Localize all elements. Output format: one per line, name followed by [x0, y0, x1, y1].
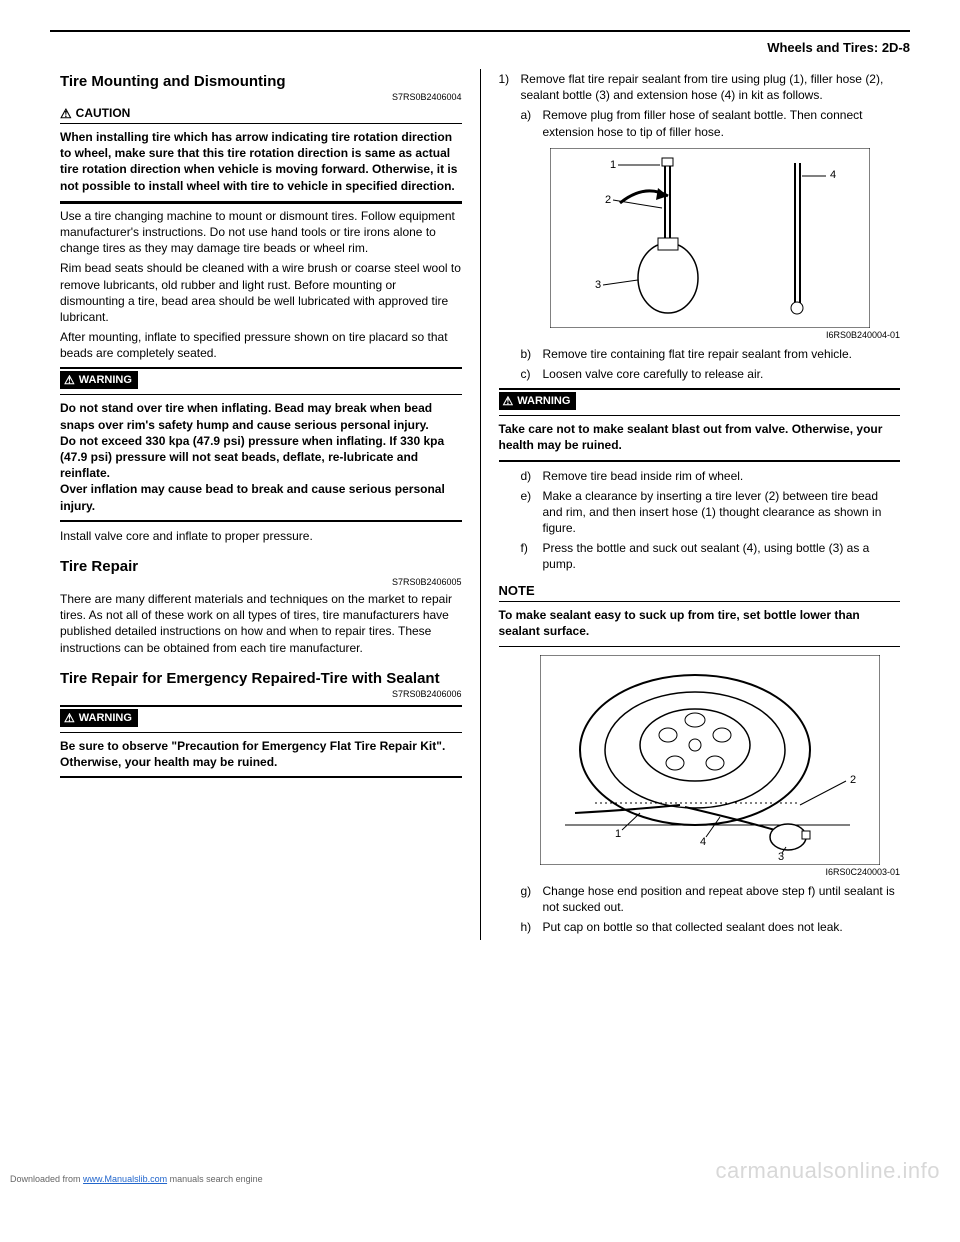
- substep-marker: a): [521, 107, 543, 139]
- warning-block-3: ⚠ WARNING Take care not to make sealant …: [499, 388, 901, 461]
- step-1-text: Remove flat tire repair sealant from tir…: [521, 71, 901, 103]
- warning-badge-1: ⚠ WARNING: [60, 371, 138, 389]
- left-column: Tire Mounting and Dismounting S7RS0B2406…: [50, 69, 481, 940]
- substep-marker: f): [521, 540, 543, 572]
- substep-marker: b): [521, 346, 543, 362]
- warning-body-3: Take care not to make sealant blast out …: [499, 419, 901, 457]
- warning-badge-3: ⚠ WARNING: [499, 392, 577, 410]
- warning-triangle-icon: ⚠: [503, 394, 514, 408]
- substep-h-text: Put cap on bottle so that collected seal…: [543, 919, 901, 935]
- doc-code-1: S7RS0B2406004: [60, 92, 462, 102]
- para-1: Use a tire changing machine to mount or …: [60, 208, 462, 257]
- warning-body-1: Do not stand over tire when inflating. B…: [60, 398, 462, 517]
- footer-prefix: Downloaded from: [10, 1174, 83, 1184]
- step-marker: 1): [499, 71, 521, 103]
- fig1-label-1: 1: [610, 159, 616, 171]
- substep-d: d) Remove tire bead inside rim of wheel.: [521, 468, 901, 484]
- substep-c: c) Loosen valve core carefully to releas…: [521, 366, 901, 382]
- substep-marker: e): [521, 488, 543, 537]
- warning-block-1: ⚠ WARNING Do not stand over tire when in…: [60, 367, 462, 521]
- page-header: Wheels and Tires: 2D-8: [50, 40, 910, 59]
- fig1-code: I6RS0B240004-01: [499, 330, 901, 340]
- para-4: Install valve core and inflate to proper…: [60, 528, 462, 544]
- fig1-label-4: 4: [830, 169, 836, 181]
- rule: [499, 646, 901, 647]
- fig2-label-2: 2: [850, 774, 856, 786]
- substep-g-text: Change hose end position and repeat abov…: [543, 883, 901, 915]
- watermark: carmanualsonline.info: [715, 1158, 940, 1184]
- content-columns: Tire Mounting and Dismounting S7RS0B2406…: [50, 69, 910, 940]
- fig1-label-2: 2: [605, 194, 611, 206]
- warning-label-2: WARNING: [79, 712, 132, 724]
- warning-badge-2: ⚠ WARNING: [60, 709, 138, 727]
- sec2-body: There are many different materials and t…: [60, 591, 462, 656]
- rule: [499, 415, 901, 416]
- figure-tire-svg: 1 2 3 4: [540, 655, 880, 865]
- caution-text: CAUTION: [76, 106, 131, 120]
- page: Wheels and Tires: 2D-8 Tire Mounting and…: [0, 0, 960, 1190]
- footer-suffix: manuals search engine: [167, 1174, 263, 1184]
- fig2-label-3: 3: [778, 851, 784, 863]
- caution-triangle-icon: ⚠: [60, 107, 72, 120]
- warning-triangle-icon: ⚠: [64, 373, 75, 387]
- substep-d-text: Remove tire bead inside rim of wheel.: [543, 468, 901, 484]
- figure-bottle-svg: 1 2 3 4: [550, 148, 870, 328]
- top-rule: [50, 30, 910, 32]
- warning-label-3: WARNING: [517, 395, 570, 407]
- substep-f: f) Press the bottle and suck out sealant…: [521, 540, 901, 572]
- warning-block-2: ⚠ WARNING Be sure to observe "Precaution…: [60, 705, 462, 778]
- section-title-mounting: Tire Mounting and Dismounting: [60, 73, 462, 90]
- fig1-label-3: 3: [595, 279, 601, 291]
- rule: [60, 394, 462, 395]
- substep-a-text: Remove plug from filler hose of sealant …: [543, 107, 901, 139]
- substep-a: a) Remove plug from filler hose of seala…: [521, 107, 901, 139]
- substep-c-text: Loosen valve core carefully to release a…: [543, 366, 901, 382]
- warning-label-1: WARNING: [79, 374, 132, 386]
- rule: [60, 201, 462, 204]
- footer-link[interactable]: www.Manualslib.com: [83, 1174, 167, 1184]
- substep-b: b) Remove tire containing flat tire repa…: [521, 346, 901, 362]
- para-2: Rim bead seats should be cleaned with a …: [60, 260, 462, 325]
- fig2-code: I6RS0C240003-01: [499, 867, 901, 877]
- substep-marker: c): [521, 366, 543, 382]
- substep-b-text: Remove tire containing flat tire repair …: [543, 346, 901, 362]
- warning-body-2: Be sure to observe "Precaution for Emerg…: [60, 736, 462, 774]
- doc-code-2: S7RS0B2406005: [60, 577, 462, 587]
- substep-marker: g): [521, 883, 543, 915]
- substep-e: e) Make a clearance by inserting a tire …: [521, 488, 901, 537]
- section-title-repair: Tire Repair: [60, 558, 462, 575]
- footer: Downloaded from www.Manualslib.com manua…: [10, 1174, 263, 1184]
- step-1: 1) Remove flat tire repair sealant from …: [499, 71, 901, 103]
- para-3: After mounting, inflate to specified pre…: [60, 329, 462, 361]
- rule: [60, 123, 462, 124]
- fig2-label-4: 4: [700, 836, 706, 848]
- note-label: NOTE: [499, 583, 901, 598]
- figure-bottle: 1 2 3 4: [521, 148, 901, 328]
- substep-marker: d): [521, 468, 543, 484]
- rule: [499, 601, 901, 602]
- right-column: 1) Remove flat tire repair sealant from …: [481, 69, 911, 940]
- figure-tire: 1 2 3 4: [521, 655, 901, 865]
- substep-g: g) Change hose end position and repeat a…: [521, 883, 901, 915]
- section-title-emergency: Tire Repair for Emergency Repaired-Tire …: [60, 670, 462, 687]
- note-body: To make sealant easy to suck up from tir…: [499, 605, 901, 643]
- substep-marker: h): [521, 919, 543, 935]
- rule: [60, 732, 462, 733]
- caution-body: When installing tire which has arrow ind…: [60, 127, 462, 198]
- doc-code-3: S7RS0B2406006: [60, 689, 462, 699]
- substep-e-text: Make a clearance by inserting a tire lev…: [543, 488, 901, 537]
- substep-h: h) Put cap on bottle so that collected s…: [521, 919, 901, 935]
- caution-label: ⚠ CAUTION: [60, 106, 462, 120]
- fig2-label-1: 1: [615, 828, 621, 840]
- warning-triangle-icon: ⚠: [64, 711, 75, 725]
- substep-f-text: Press the bottle and suck out sealant (4…: [543, 540, 901, 572]
